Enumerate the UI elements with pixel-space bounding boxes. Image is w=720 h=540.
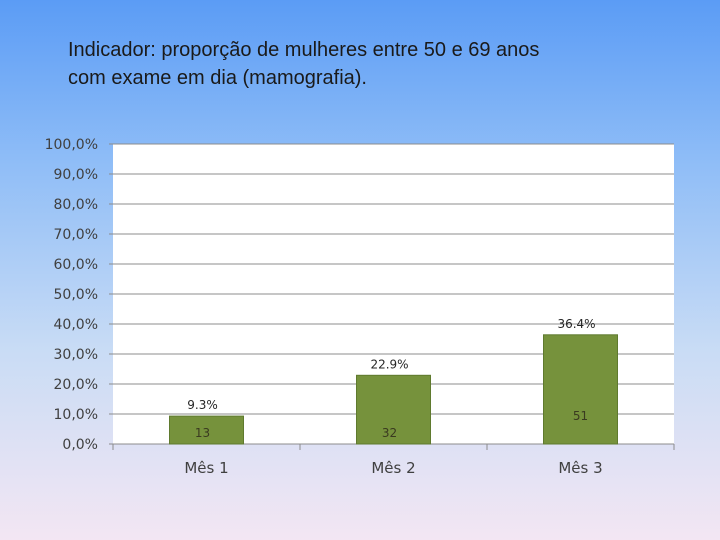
bar-value-label: 9.3%	[187, 398, 218, 412]
bar-inner-label: 51	[573, 409, 588, 423]
y-tick-label: 90,0%	[54, 167, 98, 183]
y-tick-label: 70,0%	[54, 227, 98, 243]
bar-inner-label: 32	[382, 426, 397, 440]
y-tick-label: 100,0%	[45, 137, 98, 153]
y-tick-label: 10,0%	[54, 407, 98, 423]
x-category-label: Mês 1	[184, 459, 228, 477]
slide-title-line-2: com exame em dia (mamografia).	[68, 67, 367, 89]
bar	[543, 334, 618, 445]
slide-title: Indicador: proporção de mulheres entre 5…	[68, 36, 688, 92]
y-tick-label: 50,0%	[54, 287, 98, 303]
y-tick-label: 30,0%	[54, 347, 98, 363]
bar	[169, 415, 244, 445]
y-tick-label: 0,0%	[62, 437, 98, 453]
y-tick-label: 20,0%	[54, 377, 98, 393]
y-tick-label: 80,0%	[54, 197, 98, 213]
bar-value-label: 36.4%	[557, 317, 595, 331]
y-tick-label: 40,0%	[54, 317, 98, 333]
x-category-label: Mês 3	[558, 459, 602, 477]
bar-value-label: 22.9%	[370, 357, 408, 371]
x-category-label: Mês 2	[371, 459, 415, 477]
bar-inner-label: 13	[195, 426, 210, 440]
y-tick-label: 60,0%	[54, 257, 98, 273]
bar	[356, 374, 431, 445]
slide-title-line-1: Indicador: proporção de mulheres entre 5…	[68, 39, 540, 61]
